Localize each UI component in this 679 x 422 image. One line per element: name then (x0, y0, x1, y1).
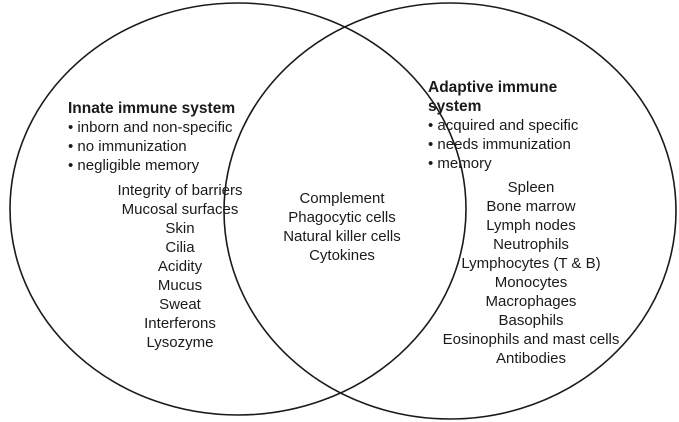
innate-item: Mucosal surfaces (121, 201, 239, 218)
innate-item: Lysozyme (146, 334, 214, 351)
innate-item: Mucus (157, 277, 203, 294)
adaptive-item: Lymphocytes (T & B) (461, 255, 601, 272)
innate-item: Skin (165, 220, 195, 237)
innate-item: Sweat (159, 296, 201, 313)
adaptive-item: Macrophages (485, 293, 577, 310)
innate-bullet: inborn and non-specific (68, 118, 235, 137)
innate-header: Innate immune system inborn and non-spec… (68, 99, 235, 175)
overlap-item: Phagocytic cells (288, 209, 396, 226)
overlap-item: Natural killer cells (283, 228, 401, 245)
adaptive-bullets: acquired and specific needs immunization… (428, 116, 578, 173)
adaptive-title-line2: system (428, 98, 482, 115)
innate-bullets: inborn and non-specific no immunization … (68, 118, 235, 175)
innate-bullet: no immunization (68, 137, 235, 156)
adaptive-item: Monocytes (494, 274, 568, 291)
adaptive-header: Adaptive immune system acquired and spec… (428, 78, 578, 173)
adaptive-item: Basophils (498, 312, 564, 329)
overlap-items: Complement Phagocytic cells Natural kill… (262, 189, 422, 265)
innate-items: Integrity of barriers Mucosal surfaces S… (60, 181, 300, 352)
innate-bullet: negligible memory (68, 156, 235, 175)
innate-item: Cilia (165, 239, 195, 256)
innate-item: Interferons (144, 315, 216, 332)
adaptive-bullet: acquired and specific (428, 116, 578, 135)
adaptive-circle (223, 2, 677, 420)
adaptive-items: Spleen Bone marrow Lymph nodes Neutrophi… (418, 178, 644, 368)
adaptive-bullet: memory (428, 154, 578, 173)
innate-item: Integrity of barriers (117, 182, 243, 199)
innate-item: Acidity (157, 258, 203, 275)
adaptive-item: Bone marrow (486, 198, 576, 215)
adaptive-item: Lymph nodes (486, 217, 576, 234)
overlap-item: Cytokines (309, 247, 375, 264)
adaptive-item: Eosinophils and mast cells (442, 331, 620, 348)
adaptive-title-line1: Adaptive immune (428, 79, 558, 96)
adaptive-bullet: needs immunization (428, 135, 578, 154)
adaptive-item: Antibodies (495, 350, 567, 367)
innate-circle (9, 2, 467, 416)
adaptive-item: Neutrophils (493, 236, 569, 253)
adaptive-item: Spleen (507, 179, 555, 196)
overlap-item: Complement (299, 190, 385, 207)
innate-title: Innate immune system (68, 100, 236, 117)
